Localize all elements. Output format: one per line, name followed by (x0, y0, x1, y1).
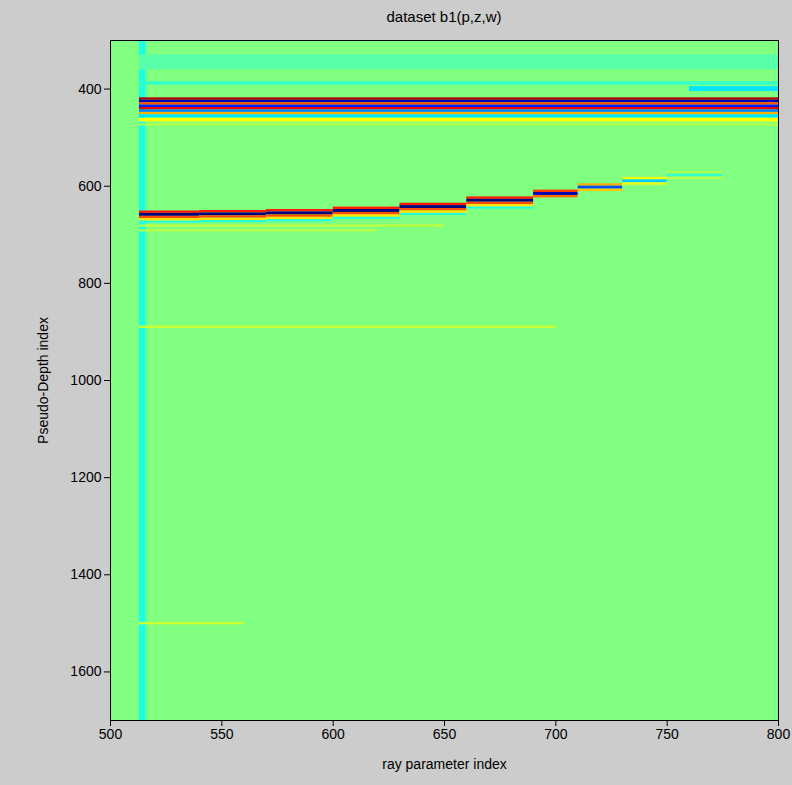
svg-text:600: 600 (321, 726, 345, 742)
svg-text:800: 800 (78, 275, 102, 291)
html-text:dataset b1(p,z,w): dataset b1(p,z,w) (386, 8, 502, 25)
svg-text:Pseudo-Depth index: Pseudo-Depth index (35, 317, 51, 444)
svg-text:700: 700 (544, 726, 568, 742)
svg-text:1400: 1400 (70, 566, 101, 582)
svg-text:750: 750 (655, 726, 679, 742)
svg-text:400: 400 (78, 81, 102, 97)
svg-text:1200: 1200 (70, 469, 101, 485)
svg-text:500: 500 (99, 726, 123, 742)
svg-text:600: 600 (78, 178, 102, 194)
svg-text:800: 800 (767, 726, 791, 742)
svg-text:1600: 1600 (70, 663, 101, 679)
svg-text:650: 650 (433, 726, 457, 742)
svg-text:1000: 1000 (70, 372, 101, 388)
svg-text:ray parameter index: ray parameter index (382, 756, 507, 772)
svg-text:550: 550 (210, 726, 234, 742)
